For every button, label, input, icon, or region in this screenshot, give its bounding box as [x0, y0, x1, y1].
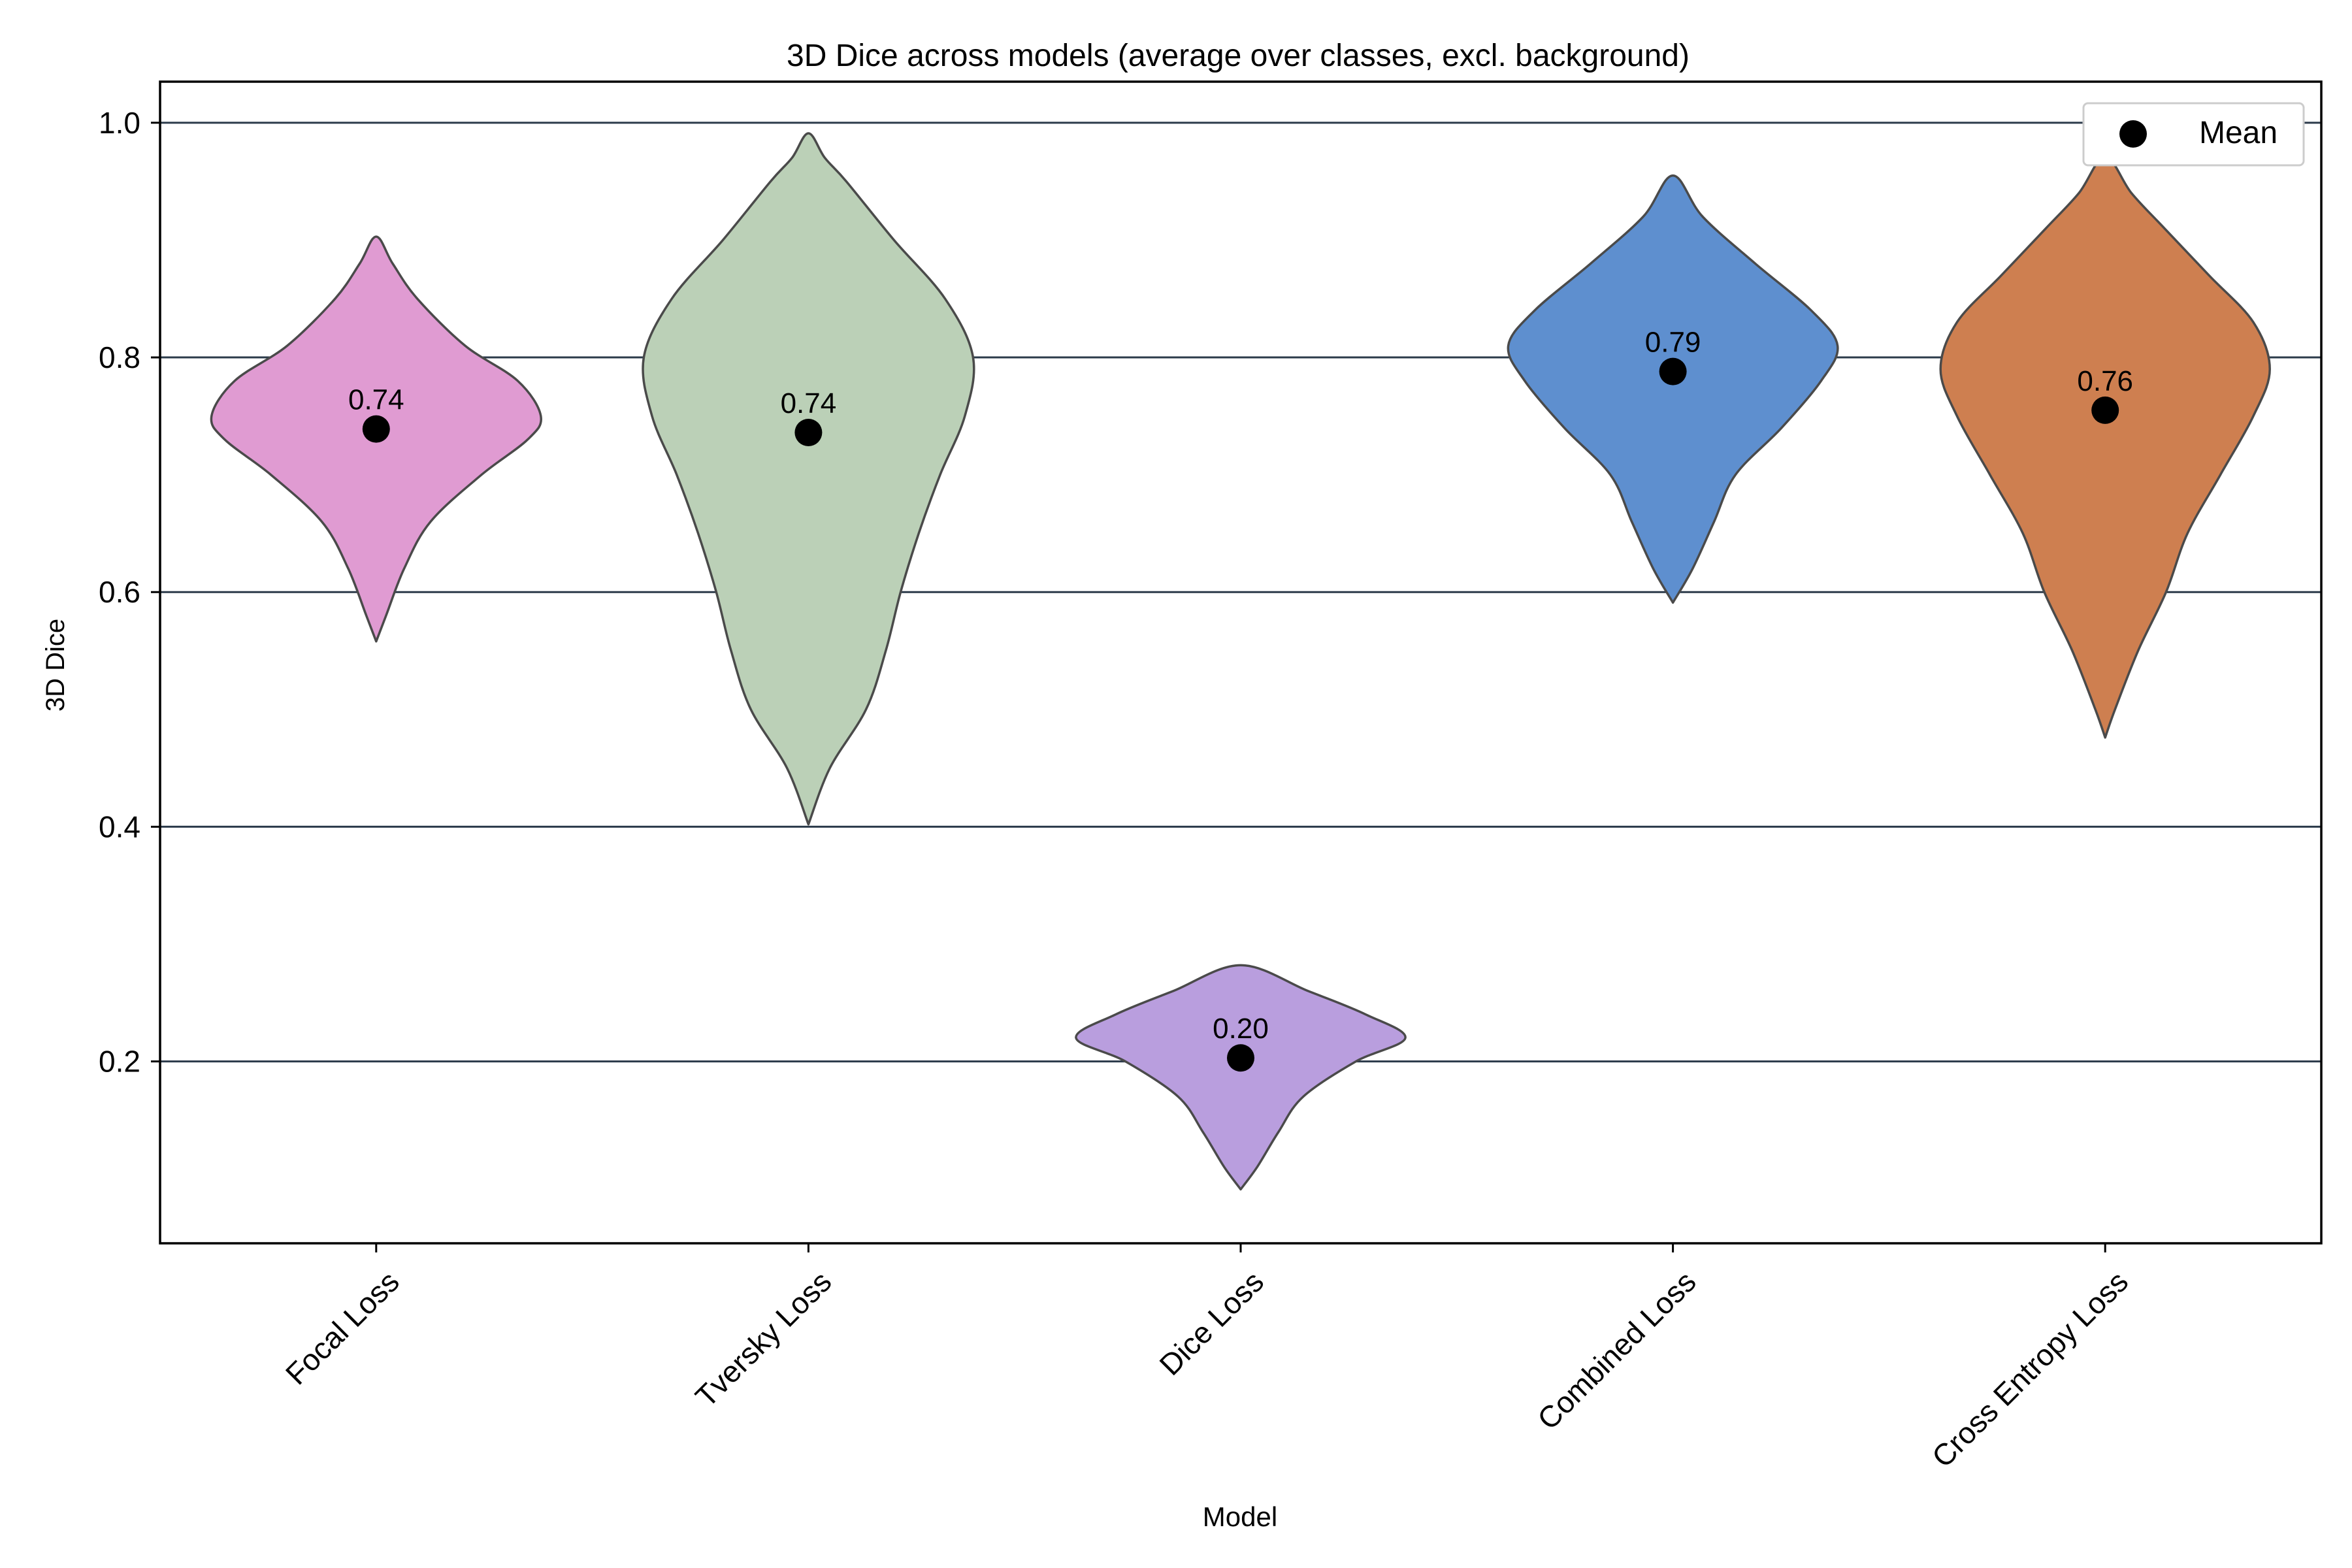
legend-mean-marker — [2119, 120, 2147, 148]
legend: Mean — [2082, 102, 2305, 167]
mean-label-combined-loss: 0.79 — [1645, 327, 1701, 359]
y-axis-label: 3D Dice — [41, 619, 70, 711]
y-axis-ticks: 0.2 0.4 0.6 0.8 1.0 — [99, 106, 160, 1079]
y-tick-label: 0.8 — [99, 340, 140, 374]
gridlines — [160, 122, 2321, 1063]
mean-label-cross-entropy-loss: 0.76 — [2077, 365, 2133, 397]
mean-marker-combined-loss — [1659, 357, 1687, 385]
violin-dice-loss — [1075, 964, 1407, 1191]
y-tick-label: 0.2 — [99, 1045, 140, 1079]
violins — [210, 132, 2271, 1191]
mean-marker-tversky-loss — [794, 418, 823, 446]
y-tick-label: 0.4 — [99, 809, 140, 843]
y-tick-label: 0.6 — [99, 575, 140, 609]
violin-combined-loss — [1507, 174, 1839, 604]
mean-marker-dice-loss — [1227, 1044, 1254, 1072]
mean-markers: 0.74 0.74 0.20 0.79 0.76 — [348, 327, 2133, 1072]
mean-label-dice-loss: 0.20 — [1213, 1013, 1269, 1045]
legend-label-mean: Mean — [2199, 116, 2278, 150]
x-axis-label: Model — [1203, 1501, 1277, 1532]
mean-label-tversky-loss: 0.74 — [781, 387, 837, 419]
mean-label-focal-loss: 0.74 — [348, 384, 404, 416]
y-tick-label: 1.0 — [99, 106, 140, 140]
violin-tversky-loss — [642, 132, 975, 826]
legend-box — [2082, 102, 2305, 167]
mean-marker-cross-entropy-loss — [2091, 396, 2119, 424]
chart-title: 3D Dice across models (average over clas… — [787, 39, 1690, 73]
mean-marker-focal-loss — [362, 415, 390, 443]
